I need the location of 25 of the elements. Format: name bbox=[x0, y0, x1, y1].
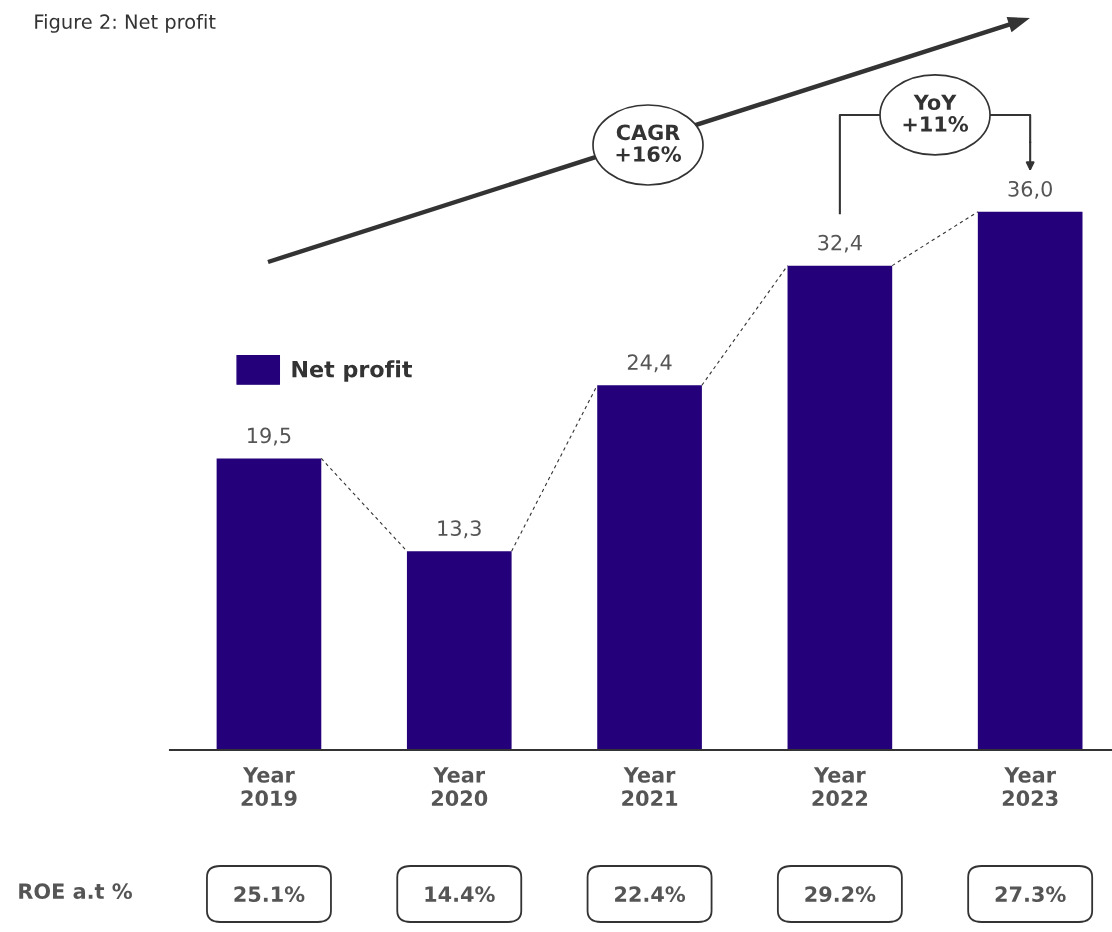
data-label: 24,4 bbox=[627, 354, 672, 373]
chart-title: Figure 2: Net profit bbox=[35, 13, 216, 33]
x-tick-label: Year 2019 bbox=[241, 767, 297, 807]
data-label: 19,5 bbox=[248, 427, 291, 446]
bar bbox=[977, 211, 1083, 750]
x-tick-label: Year 2023 bbox=[1002, 767, 1058, 807]
bar bbox=[406, 551, 512, 750]
x-tick-label: Year 2020 bbox=[431, 767, 488, 807]
text: CAGR +16% bbox=[616, 124, 681, 162]
text: ROE a.t % bbox=[19, 883, 132, 900]
x-tick-label: Year 2021 bbox=[622, 767, 678, 807]
text: 27.3% bbox=[995, 886, 1066, 903]
data-label: 13,3 bbox=[438, 520, 481, 539]
x-tick-label: Year 2022 bbox=[812, 767, 868, 807]
bar bbox=[597, 385, 702, 750]
data-label: 36,0 bbox=[1008, 180, 1052, 199]
data-label: 32,4 bbox=[818, 234, 862, 253]
text: 29.2% bbox=[805, 886, 876, 903]
text: 25.1% bbox=[234, 886, 305, 903]
text: YoY +11% bbox=[903, 94, 969, 132]
text: 22.4% bbox=[615, 886, 686, 903]
bar bbox=[216, 458, 322, 750]
bar bbox=[787, 265, 893, 750]
legend-label: Net profit bbox=[292, 360, 412, 382]
text: 14.4% bbox=[425, 886, 495, 903]
